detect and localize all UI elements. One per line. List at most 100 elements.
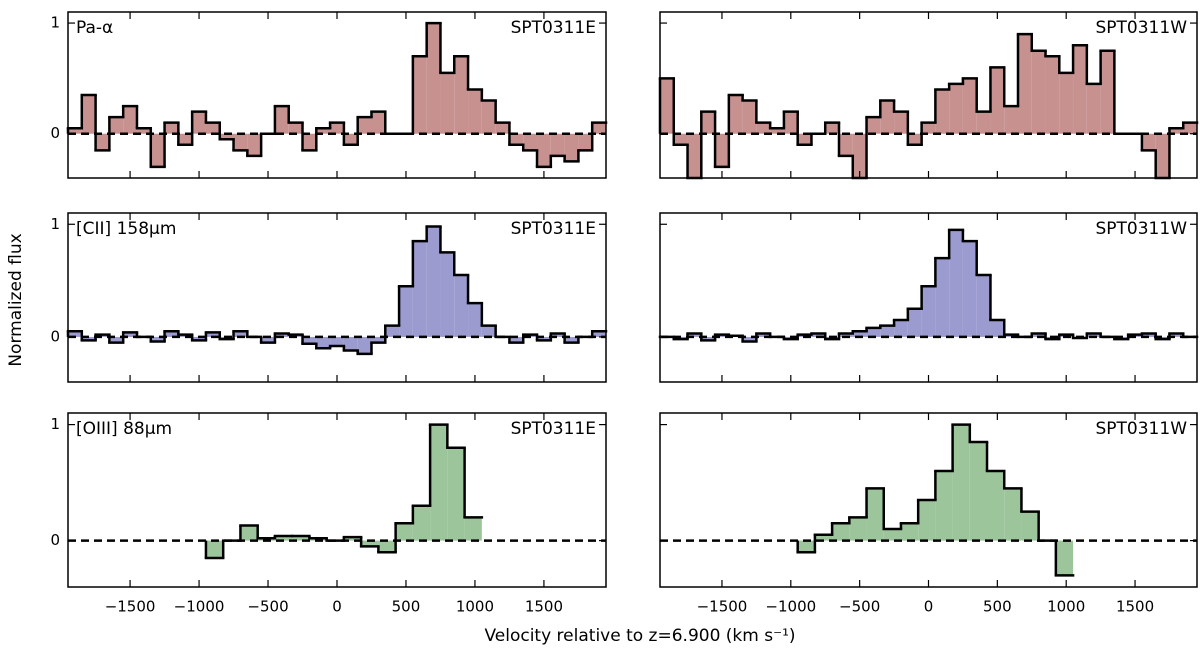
bin-fill (715, 133, 729, 167)
bin-fill (1018, 34, 1032, 134)
bin-fill (1183, 122, 1197, 134)
bin-fill (550, 133, 565, 156)
bin-fill (233, 133, 248, 151)
bin-fill (1031, 50, 1046, 134)
bin-fill (316, 128, 331, 134)
y-tick-label: 1 (50, 215, 60, 233)
bin-fill (81, 336, 96, 341)
bin-fill (454, 56, 469, 134)
bin-fill (292, 535, 310, 541)
bin-fill (907, 133, 922, 145)
bin-fill (756, 122, 771, 134)
x-tick-label: 0 (332, 598, 342, 616)
bin-fill (921, 286, 936, 337)
bin-fill (440, 72, 455, 134)
bin-fill (880, 325, 895, 337)
bin-fill (742, 336, 757, 342)
bin-fill (412, 505, 431, 541)
bin-fill (343, 133, 358, 145)
bin-fill (783, 111, 798, 134)
bin-fill (728, 95, 743, 134)
bin-fill (537, 133, 551, 167)
bin-fill (523, 133, 538, 151)
bin-fill (1004, 488, 1022, 541)
bin-fill (136, 128, 151, 134)
bin-fill (866, 488, 884, 541)
bin-fill (1169, 333, 1184, 337)
bin-fill (849, 517, 867, 541)
bin-fill (921, 122, 936, 134)
bin-fill (440, 252, 455, 337)
bin-fill (357, 117, 372, 134)
bin-fill (894, 111, 908, 134)
bin-fill (880, 100, 895, 134)
bin-fill (150, 133, 165, 167)
bin-fill (839, 133, 853, 156)
bin-fill (1169, 128, 1184, 134)
bin-fill (866, 327, 881, 337)
bin-fill (1141, 333, 1156, 337)
source-label: SPT0311E (511, 219, 596, 239)
bin-fill (1141, 133, 1156, 151)
bin-fill (205, 540, 224, 558)
bin-fill (962, 241, 977, 337)
bin-fill (123, 106, 137, 134)
bin-fill (1031, 333, 1046, 337)
bin-fill (150, 336, 165, 342)
bin-fill (894, 320, 908, 337)
bin-fill (261, 336, 275, 343)
bin-fill (468, 89, 482, 134)
bin-fill (952, 424, 970, 541)
bin-fill (109, 336, 124, 343)
bin-fill (95, 133, 110, 151)
x-tick-label: −1000 (765, 598, 816, 616)
bin-fill (447, 447, 465, 541)
bin-fill (430, 424, 448, 541)
bin-fill (592, 331, 606, 337)
bin-fill (302, 133, 317, 151)
bin-fill (192, 111, 206, 134)
bin-fill (178, 133, 193, 145)
bin-fill (481, 100, 496, 134)
bin-fill (949, 229, 963, 337)
x-tick-label: 500 (392, 598, 421, 616)
bin-fill (205, 122, 220, 134)
bin-fill (192, 336, 206, 341)
bin-fill (357, 336, 372, 354)
source-label: SPT0311E (511, 419, 596, 439)
bin-fill (219, 133, 234, 140)
x-tick-label: −1000 (174, 598, 225, 616)
bin-fill (343, 336, 358, 351)
source-label: SPT0311W (1096, 419, 1188, 439)
x-tick-label: 1500 (525, 598, 563, 616)
bin-fill (395, 523, 413, 541)
bin-fill (687, 133, 702, 178)
bin-fill (1021, 511, 1039, 541)
bin-fill (274, 106, 289, 134)
bin-fill (673, 133, 688, 145)
y-axis-label: Normalized flux (6, 233, 26, 366)
bin-fill (330, 336, 344, 346)
bin-fill (866, 117, 881, 134)
line-label: [CII] 158μm (76, 219, 176, 239)
bin-fill (495, 122, 510, 134)
bin-fill (1073, 45, 1087, 134)
source-label: SPT0311W (1096, 219, 1188, 239)
bin-fill (274, 535, 293, 541)
bin-fill (592, 122, 606, 134)
bin-fill (660, 78, 674, 134)
bin-fill (883, 529, 901, 541)
bin-fill (509, 336, 524, 343)
bin-fill (109, 117, 124, 134)
bin-fill (316, 336, 331, 349)
x-axis-label: Velocity relative to z=6.900 (km s⁻¹) (484, 626, 795, 646)
source-label: SPT0311W (1096, 18, 1188, 38)
bin-fill (1086, 333, 1101, 337)
x-tick-label: −500 (247, 598, 288, 616)
x-tick-label: 1000 (1047, 598, 1085, 616)
bin-fill (990, 67, 1005, 134)
bin-fill (976, 111, 991, 134)
y-tick-label: 0 (50, 124, 60, 142)
bin-fill (1086, 83, 1101, 134)
bin-fill (81, 95, 96, 134)
